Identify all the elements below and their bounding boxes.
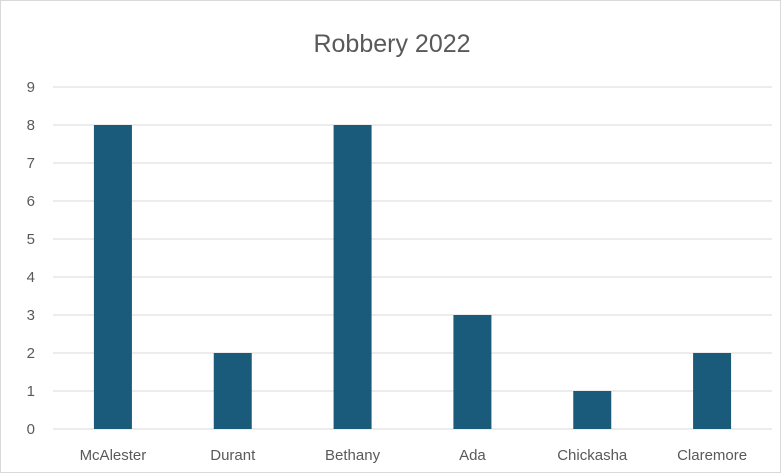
bar-claremore bbox=[693, 353, 732, 429]
bar-durant bbox=[213, 353, 252, 429]
y-tick-label: 6 bbox=[27, 193, 35, 210]
bar-ada bbox=[453, 315, 492, 429]
y-tick-label: 8 bbox=[27, 117, 35, 134]
x-tick-label: McAlester bbox=[80, 447, 147, 464]
chart-title: Robbery 2022 bbox=[313, 30, 471, 58]
y-axis-tick-labels: 0 1 2 3 4 5 6 7 8 9 bbox=[27, 79, 35, 438]
x-tick-label: Ada bbox=[459, 447, 486, 464]
y-tick-label: 0 bbox=[27, 421, 35, 438]
bar-chickasha bbox=[573, 391, 612, 429]
gridlines bbox=[53, 86, 772, 430]
y-tick-label: 9 bbox=[27, 79, 35, 96]
y-tick-label: 7 bbox=[27, 155, 35, 172]
x-tick-label: Durant bbox=[210, 447, 256, 464]
y-tick-label: 4 bbox=[27, 269, 35, 286]
x-tick-label: Bethany bbox=[325, 447, 381, 464]
bar-bethany bbox=[333, 125, 372, 429]
y-tick-label: 5 bbox=[27, 231, 35, 248]
bars bbox=[93, 125, 732, 429]
x-axis-tick-labels: McAlester Durant Bethany Ada Chickasha Clarem… bbox=[80, 447, 748, 464]
y-tick-label: 3 bbox=[27, 307, 35, 324]
y-tick-label: 2 bbox=[27, 345, 35, 362]
bar-mcalester bbox=[93, 125, 132, 429]
y-tick-label: 1 bbox=[27, 383, 35, 400]
x-tick-label: Chickasha bbox=[557, 447, 628, 464]
x-tick-label: Claremore bbox=[677, 447, 747, 464]
